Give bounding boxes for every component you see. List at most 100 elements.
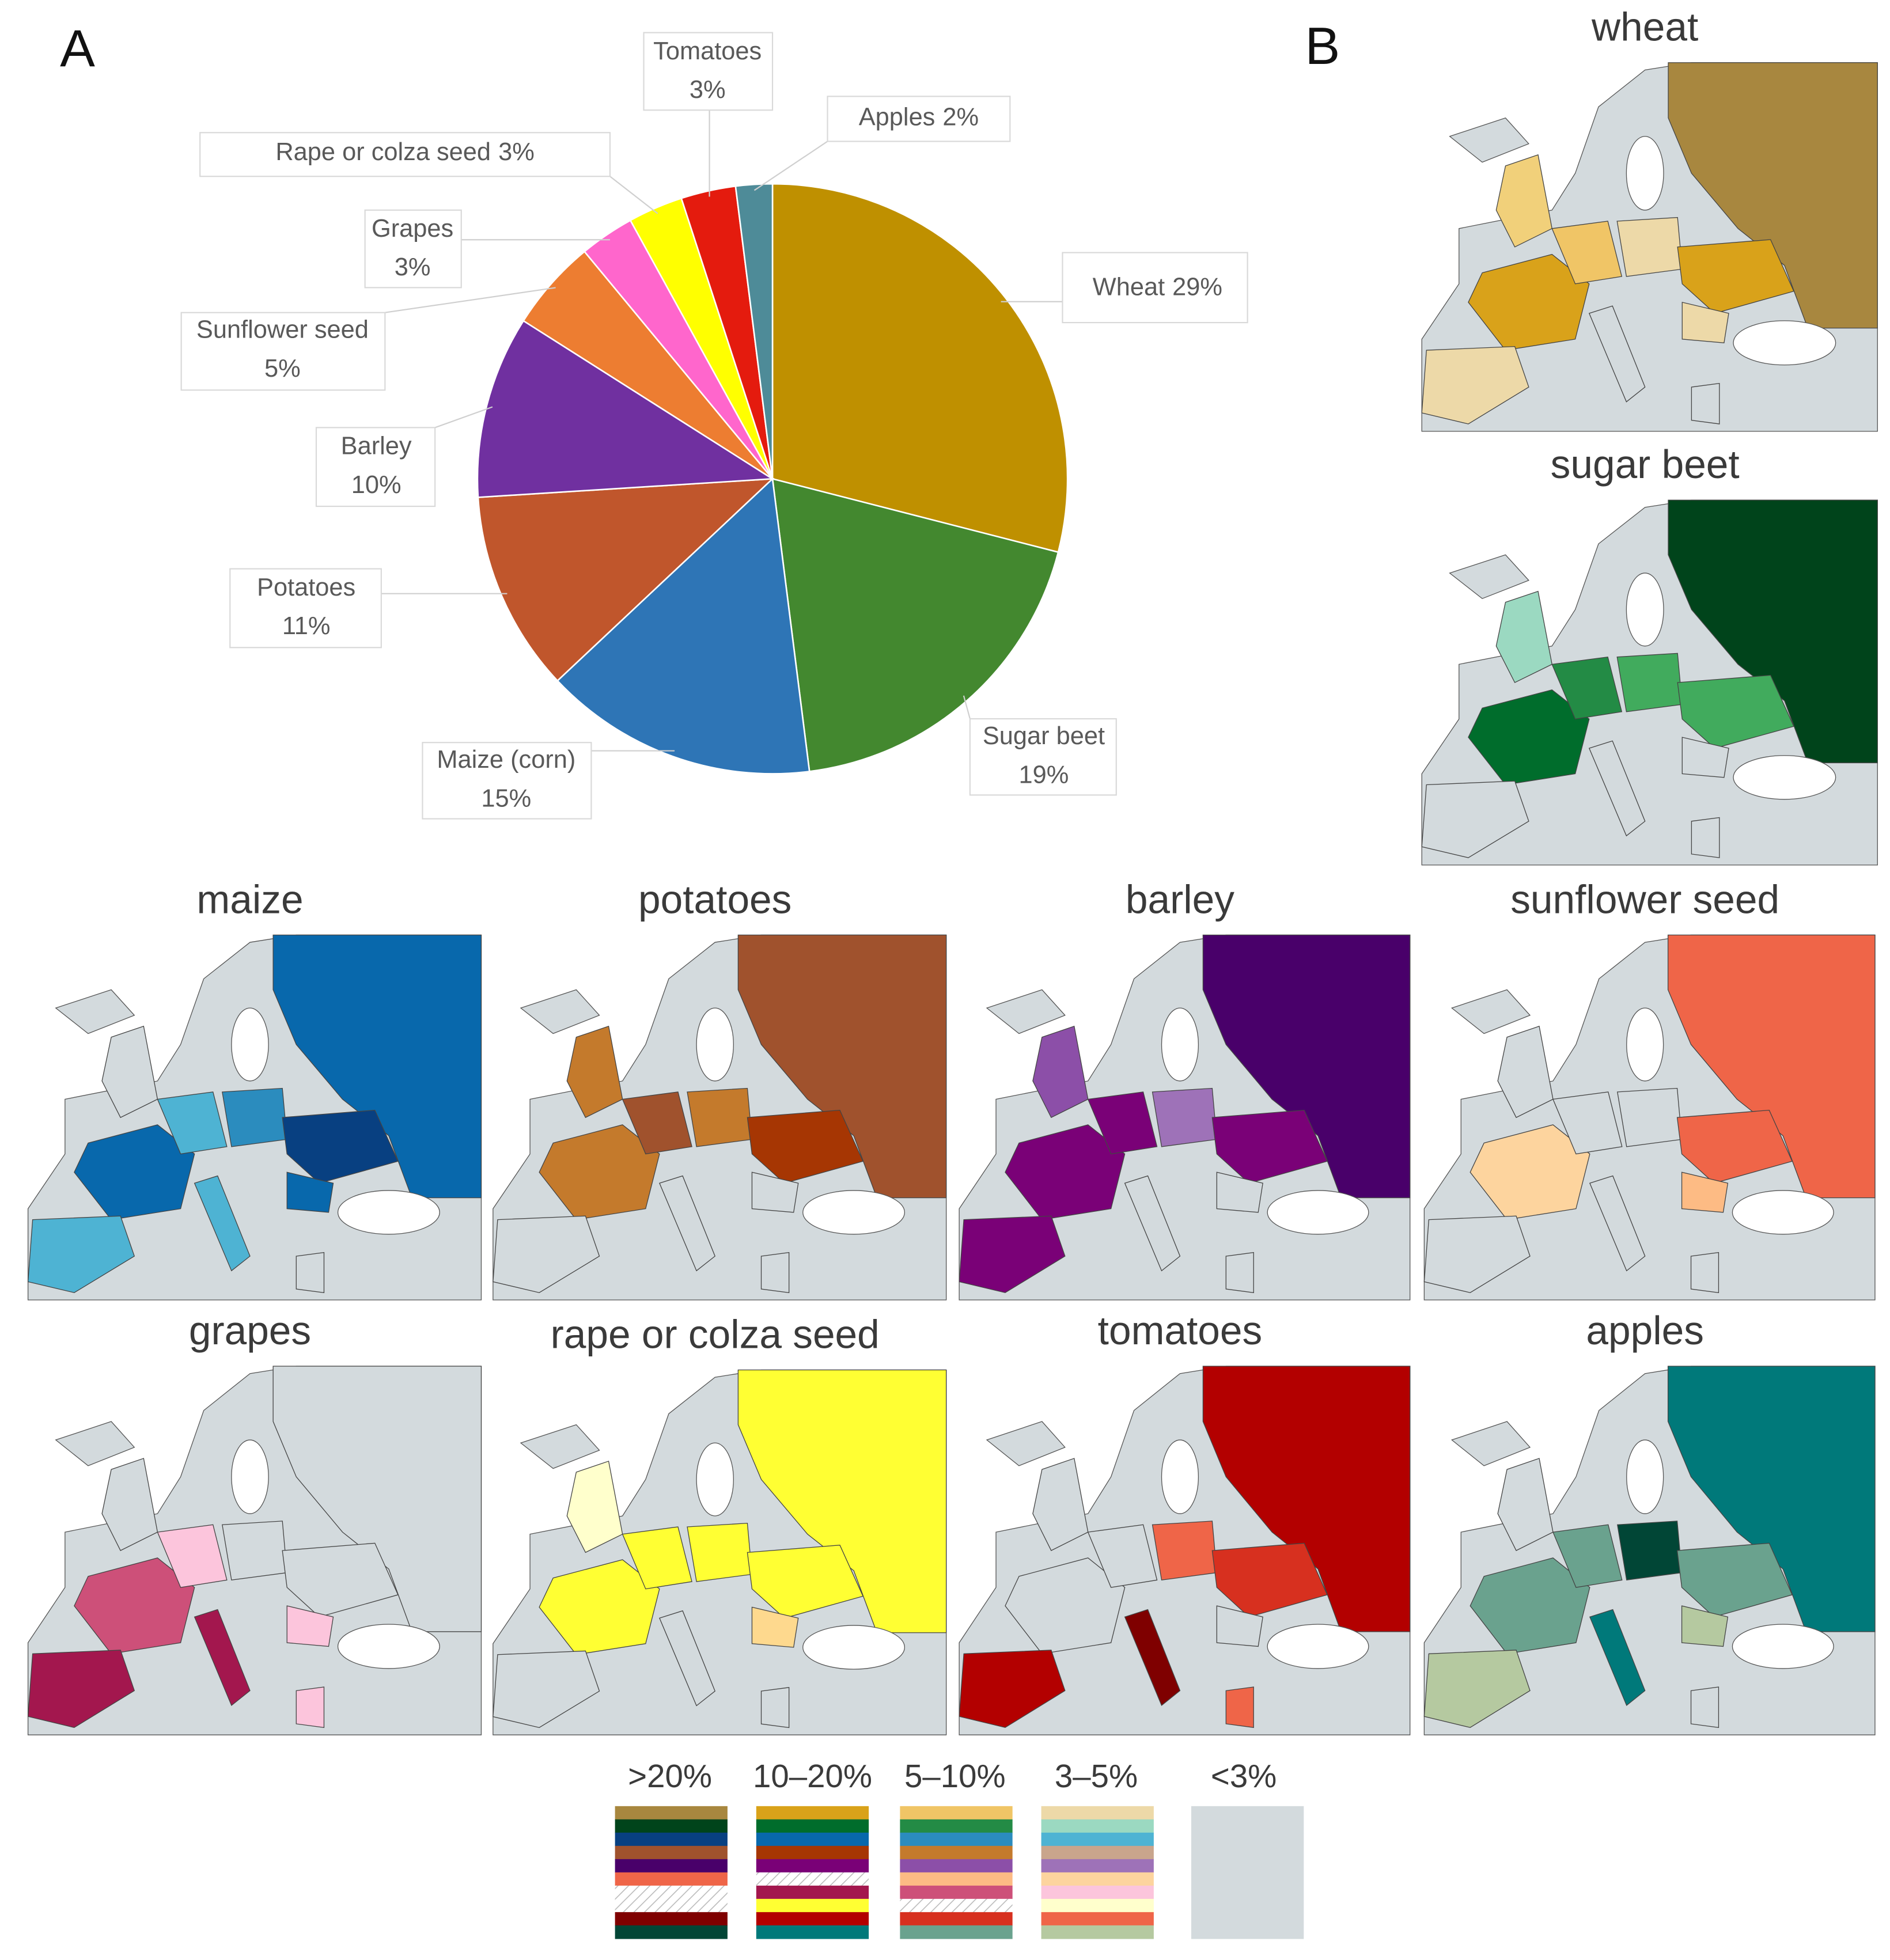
- country: [751, 1172, 799, 1213]
- country: [1690, 1252, 1719, 1294]
- legend-swatch: [756, 1925, 869, 1939]
- map-title: potatoes: [638, 877, 791, 922]
- land: [1450, 1421, 1531, 1466]
- slice-label: Potatoes: [257, 574, 355, 601]
- country: [493, 1215, 600, 1294]
- pie-slice: [476, 320, 775, 498]
- legend-swatch: [615, 1872, 728, 1886]
- country: [1495, 154, 1552, 248]
- leader-line: [753, 141, 828, 191]
- country: [1032, 1025, 1089, 1119]
- country: [27, 1650, 135, 1728]
- country: [760, 1252, 790, 1294]
- slice-label: Wheat 29%: [1093, 274, 1222, 301]
- legend-swatch: [900, 1845, 1013, 1860]
- country: [539, 1124, 660, 1220]
- country: [760, 1687, 790, 1728]
- country: [1421, 346, 1529, 424]
- black-sea: [1732, 1624, 1834, 1669]
- country: [1211, 1542, 1328, 1618]
- legend-swatch: [1041, 1806, 1154, 1820]
- slice-label: Rape or colza seed 3%: [275, 139, 534, 166]
- map-title: wheat: [1591, 5, 1698, 50]
- land: [1450, 989, 1531, 1034]
- country: [566, 1025, 623, 1119]
- country: [1468, 689, 1590, 786]
- country: [1211, 1109, 1328, 1184]
- leader-line: [963, 695, 971, 719]
- legend-label: 10–20%: [753, 1758, 872, 1794]
- legend-swatch: [615, 1832, 728, 1847]
- legend-swatch: [756, 1872, 869, 1886]
- legend-swatch: [900, 1832, 1013, 1847]
- map-title: maize: [196, 877, 303, 922]
- slice-label: Sugar beet: [983, 722, 1105, 750]
- country: [687, 1522, 753, 1582]
- country: [1667, 1366, 1876, 1632]
- country: [282, 1109, 399, 1184]
- legend-swatch: [1041, 1872, 1154, 1886]
- legend-swatch: [615, 1859, 728, 1873]
- label-box: [180, 312, 386, 391]
- country: [1202, 934, 1411, 1199]
- map-title: barley: [1126, 877, 1234, 922]
- country: [1152, 1087, 1218, 1147]
- legend-swatch: [1041, 1912, 1154, 1926]
- country: [194, 1175, 251, 1272]
- slice-label: Maize (corn): [437, 746, 575, 774]
- label-box: [364, 209, 462, 289]
- country: [286, 1172, 334, 1213]
- country: [74, 1557, 195, 1655]
- land: [1449, 117, 1529, 163]
- label-box: [199, 132, 611, 177]
- country: [1676, 1109, 1793, 1184]
- country: [1681, 1605, 1729, 1647]
- country: [959, 1650, 1066, 1728]
- country: [1005, 1124, 1126, 1220]
- slice-value: 15%: [481, 784, 531, 812]
- country: [222, 1521, 287, 1581]
- pie-slice: [477, 477, 775, 682]
- legend-swatch: [756, 1845, 869, 1860]
- pie-slice: [771, 183, 1069, 553]
- label-box: [827, 96, 1011, 142]
- pie-slice: [522, 250, 774, 480]
- slice-label: Sunflower seed: [196, 316, 369, 344]
- country: [222, 1087, 287, 1147]
- black-sea: [802, 1190, 906, 1235]
- country: [737, 1369, 947, 1633]
- country: [1668, 62, 1878, 329]
- country: [1124, 1175, 1181, 1272]
- land: [520, 1424, 600, 1469]
- pie-slice: [734, 183, 774, 479]
- country: [1202, 1366, 1411, 1632]
- legend-swatch: [1041, 1885, 1154, 1900]
- legend-swatch: [1191, 1806, 1304, 1939]
- slice-value: 3%: [690, 76, 726, 104]
- label-box: [422, 742, 592, 820]
- baltic-sea: [1161, 1007, 1199, 1082]
- slice-value: 10%: [351, 471, 402, 499]
- label-box: [1062, 252, 1248, 324]
- baltic-sea: [1161, 1439, 1199, 1514]
- country: [1497, 1025, 1554, 1119]
- country: [1124, 1609, 1181, 1707]
- legend-swatch: [900, 1898, 1013, 1913]
- country: [1588, 305, 1646, 403]
- baltic-sea: [1626, 1439, 1664, 1514]
- country: [296, 1686, 325, 1728]
- country: [1551, 221, 1623, 285]
- black-sea: [337, 1190, 440, 1235]
- country: [101, 1458, 158, 1551]
- leader-line: [385, 287, 556, 313]
- country: [1469, 1124, 1590, 1220]
- country: [747, 1109, 864, 1184]
- land: [986, 989, 1066, 1034]
- country: [1677, 239, 1794, 314]
- legend-swatch: [615, 1885, 728, 1900]
- legend-swatch: [1041, 1898, 1154, 1913]
- country: [622, 1526, 692, 1590]
- slice-value: 19%: [1019, 761, 1069, 788]
- country: [1677, 674, 1794, 749]
- country: [1225, 1252, 1254, 1294]
